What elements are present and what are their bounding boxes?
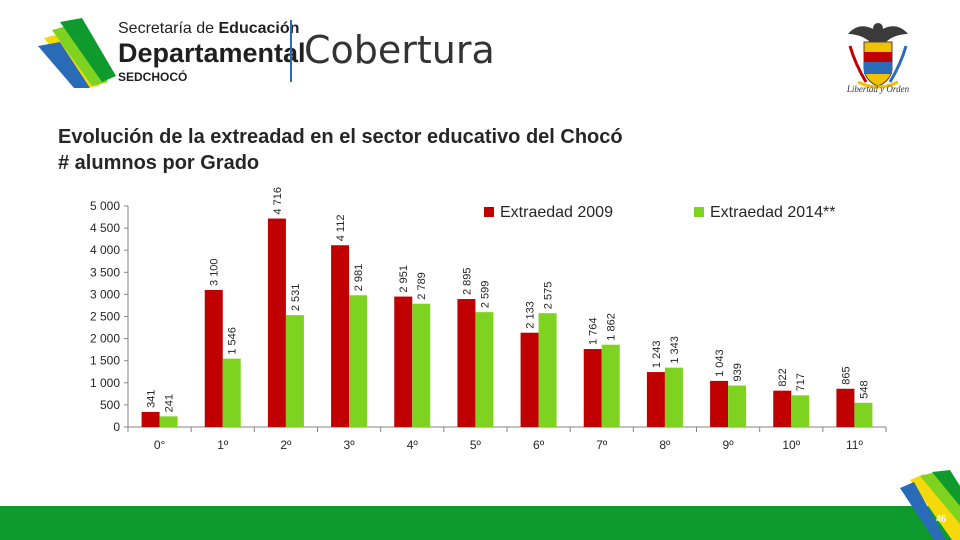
y-tick-label: 4 000 (90, 243, 120, 257)
legend-swatch-2009 (484, 207, 494, 217)
x-tick-label: 9º (723, 438, 735, 452)
bar-2014 (728, 385, 747, 427)
bar-2009 (710, 380, 729, 427)
data-label: 2 133 (525, 301, 537, 329)
data-label: 1 343 (669, 336, 681, 364)
x-tick-label: 1º (217, 438, 229, 452)
bar-2014 (159, 416, 178, 427)
logo-divider (290, 20, 292, 82)
data-label: 4 716 (272, 187, 284, 215)
bar-2014 (412, 303, 431, 427)
y-tick-label: 3 500 (90, 265, 120, 279)
data-label: 341 (146, 390, 158, 408)
title-line2: # alumnos por Grado (58, 152, 260, 174)
crest-caption: Libertad y Orden (846, 84, 910, 94)
y-tick-label: 3 000 (90, 287, 120, 301)
bar-2009 (267, 218, 286, 427)
x-tick-label: 5º (470, 438, 482, 452)
bar-2014 (854, 402, 873, 427)
legend-label: Extraedad 2009 (500, 204, 613, 221)
bar-2014 (349, 295, 368, 427)
x-tick-label: 4º (407, 438, 419, 452)
bar-2009 (331, 245, 350, 427)
x-tick-label: 3º (344, 438, 356, 452)
data-label: 1 862 (606, 313, 618, 341)
bar-2009 (520, 332, 539, 427)
data-label: 3 100 (209, 258, 221, 286)
data-label: 2 575 (543, 282, 555, 310)
data-label: 2 599 (479, 281, 491, 309)
title-line1: Evolución de la extreadad en el sector e… (58, 126, 623, 148)
x-tick-label: 6º (533, 438, 545, 452)
data-label: 2 981 (353, 264, 365, 292)
data-label: 1 546 (227, 327, 239, 355)
x-tick-label: 8º (659, 438, 671, 452)
logo-stripes-icon (38, 18, 116, 88)
bar-2009 (141, 411, 160, 427)
corner-stripes-icon (900, 470, 960, 540)
data-label: 2 895 (461, 268, 473, 296)
bar-2014 (601, 344, 620, 427)
slide-title: Evolución de la extreadad en el sector e… (58, 124, 623, 176)
bar-2009 (394, 296, 413, 427)
bar-2009 (583, 349, 602, 427)
data-label: 2 531 (290, 284, 302, 312)
data-label: 1 764 (588, 317, 600, 345)
data-label: 1 043 (714, 349, 726, 377)
bar-2009 (773, 390, 792, 427)
bar-2014 (222, 358, 241, 427)
data-label: 2 789 (416, 272, 428, 300)
data-label: 548 (858, 380, 870, 398)
bar-2009 (646, 372, 665, 427)
data-label: 2 951 (398, 265, 410, 293)
org-line1: Secretaría de Educación (118, 20, 300, 37)
data-label: 939 (732, 363, 744, 381)
org-line3: SEDCHOCÓ (118, 70, 188, 84)
data-label: 822 (777, 368, 789, 386)
org-logo: Secretaría de Educación Departamental SE… (38, 16, 498, 88)
data-label: 717 (795, 373, 807, 391)
bar-2014 (538, 313, 557, 427)
data-label: 865 (840, 366, 852, 384)
bar-2014 (791, 395, 810, 427)
data-label: 4 112 (335, 215, 347, 242)
y-tick-label: 0 (113, 420, 120, 434)
coat-of-arms-icon (848, 23, 908, 89)
y-tick-label: 2 500 (90, 310, 120, 324)
y-tick-label: 1 500 (90, 354, 120, 368)
legend-label: Extraedad 2014** (710, 204, 835, 221)
footer-bar (0, 506, 960, 540)
org-line2: Departamental (118, 38, 306, 68)
bar-2009 (457, 299, 476, 427)
section-title: Cobertura (304, 28, 495, 72)
x-tick-label: 0° (154, 438, 166, 452)
bar-2014 (475, 312, 494, 427)
y-tick-label: 5 000 (90, 199, 120, 213)
legend-swatch-2014 (694, 207, 704, 217)
bar-chart: 0 500 1 000 1 500 2 000 2 500 3 000 3 500 4 000 4… (90, 187, 887, 452)
y-tick-label: 500 (100, 398, 120, 412)
x-tick-label: 11º (846, 438, 863, 452)
bar-2014 (285, 315, 304, 427)
x-tick-label: 7º (596, 438, 608, 452)
bar-2014 (664, 367, 683, 427)
page-number: 46 (936, 514, 946, 525)
bar-2009 (836, 388, 855, 427)
x-tick-label: 10º (782, 438, 800, 452)
data-label: 241 (164, 394, 176, 412)
bar-2009 (204, 289, 223, 427)
data-label: 1 243 (651, 341, 663, 369)
y-tick-label: 1 000 (90, 376, 120, 390)
y-tick-label: 2 000 (90, 332, 120, 346)
x-tick-label: 2º (280, 438, 292, 452)
y-tick-label: 4 500 (90, 221, 120, 235)
